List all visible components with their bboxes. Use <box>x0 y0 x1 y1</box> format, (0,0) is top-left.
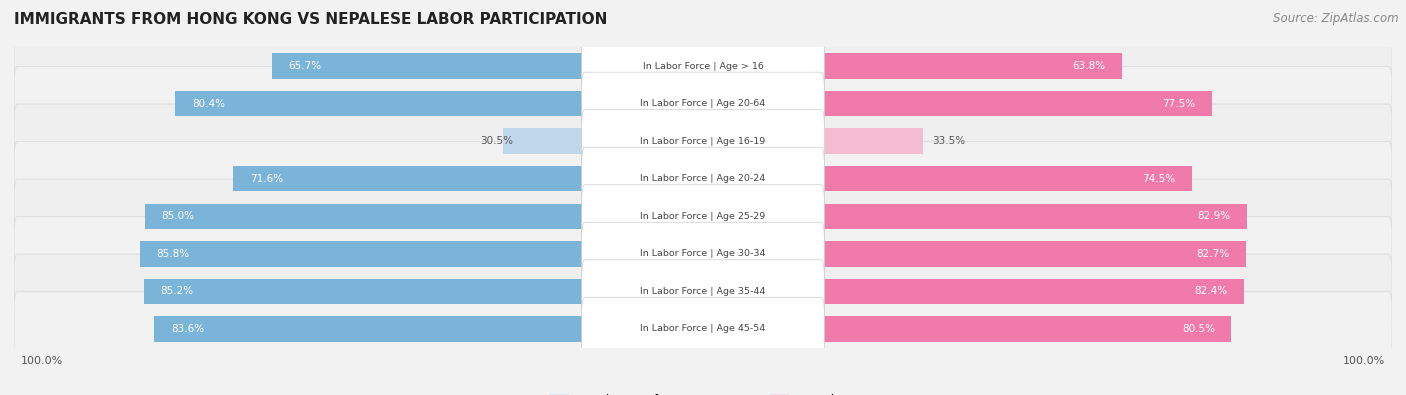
Text: In Labor Force | Age 20-64: In Labor Force | Age 20-64 <box>640 99 766 108</box>
Text: 30.5%: 30.5% <box>479 136 513 146</box>
Text: In Labor Force | Age 30-34: In Labor Force | Age 30-34 <box>640 249 766 258</box>
FancyBboxPatch shape <box>582 222 824 285</box>
Bar <box>233 166 703 192</box>
Text: 85.2%: 85.2% <box>160 286 194 296</box>
Text: 74.5%: 74.5% <box>1142 174 1175 184</box>
Text: In Labor Force | Age 20-24: In Labor Force | Age 20-24 <box>640 174 766 183</box>
FancyBboxPatch shape <box>582 72 824 135</box>
Bar <box>145 203 703 229</box>
Text: 85.0%: 85.0% <box>162 211 194 221</box>
Text: 82.7%: 82.7% <box>1197 249 1229 259</box>
Bar <box>155 316 703 342</box>
Text: 71.6%: 71.6% <box>250 174 283 184</box>
Text: 85.8%: 85.8% <box>156 249 190 259</box>
FancyBboxPatch shape <box>582 185 824 248</box>
FancyBboxPatch shape <box>582 260 824 323</box>
Text: Source: ZipAtlas.com: Source: ZipAtlas.com <box>1274 12 1399 25</box>
Bar <box>703 53 1122 79</box>
FancyBboxPatch shape <box>14 66 1392 141</box>
Text: 82.9%: 82.9% <box>1198 211 1230 221</box>
FancyBboxPatch shape <box>582 35 824 98</box>
Text: In Labor Force | Age 35-44: In Labor Force | Age 35-44 <box>640 287 766 296</box>
Text: In Labor Force | Age 16-19: In Labor Force | Age 16-19 <box>640 137 766 146</box>
Bar <box>703 128 922 154</box>
Text: 83.6%: 83.6% <box>172 324 204 334</box>
Bar <box>703 241 1246 267</box>
Text: 63.8%: 63.8% <box>1073 61 1105 71</box>
Text: 65.7%: 65.7% <box>288 61 322 71</box>
FancyBboxPatch shape <box>14 104 1392 178</box>
FancyBboxPatch shape <box>14 141 1392 216</box>
FancyBboxPatch shape <box>14 29 1392 103</box>
Bar <box>703 91 1212 117</box>
FancyBboxPatch shape <box>14 179 1392 254</box>
Text: 80.4%: 80.4% <box>191 99 225 109</box>
Text: In Labor Force | Age 45-54: In Labor Force | Age 45-54 <box>640 324 766 333</box>
Bar <box>703 316 1232 342</box>
Bar <box>176 91 703 117</box>
Legend: Immigrants from Hong Kong, Nepalese: Immigrants from Hong Kong, Nepalese <box>550 394 856 395</box>
Bar <box>141 241 703 267</box>
FancyBboxPatch shape <box>582 147 824 210</box>
Text: In Labor Force | Age > 16: In Labor Force | Age > 16 <box>643 62 763 71</box>
Text: 77.5%: 77.5% <box>1161 99 1195 109</box>
FancyBboxPatch shape <box>582 110 824 173</box>
FancyBboxPatch shape <box>14 292 1392 366</box>
FancyBboxPatch shape <box>14 104 1392 179</box>
FancyBboxPatch shape <box>14 179 1392 253</box>
FancyBboxPatch shape <box>14 217 1392 291</box>
Bar <box>271 53 703 79</box>
FancyBboxPatch shape <box>14 254 1392 329</box>
FancyBboxPatch shape <box>14 67 1392 141</box>
Bar <box>703 203 1247 229</box>
Text: In Labor Force | Age 25-29: In Labor Force | Age 25-29 <box>640 212 766 221</box>
FancyBboxPatch shape <box>582 297 824 360</box>
Text: 33.5%: 33.5% <box>932 136 966 146</box>
FancyBboxPatch shape <box>14 254 1392 328</box>
FancyBboxPatch shape <box>14 292 1392 366</box>
Text: 82.4%: 82.4% <box>1194 286 1227 296</box>
FancyBboxPatch shape <box>14 142 1392 216</box>
Text: IMMIGRANTS FROM HONG KONG VS NEPALESE LABOR PARTICIPATION: IMMIGRANTS FROM HONG KONG VS NEPALESE LA… <box>14 12 607 27</box>
FancyBboxPatch shape <box>14 216 1392 291</box>
Bar <box>503 128 703 154</box>
FancyBboxPatch shape <box>14 29 1392 103</box>
Text: 80.5%: 80.5% <box>1182 324 1215 334</box>
Text: 100.0%: 100.0% <box>1343 356 1385 366</box>
Bar <box>703 166 1192 192</box>
Bar <box>143 278 703 304</box>
Text: 100.0%: 100.0% <box>21 356 63 366</box>
Bar <box>703 278 1244 304</box>
